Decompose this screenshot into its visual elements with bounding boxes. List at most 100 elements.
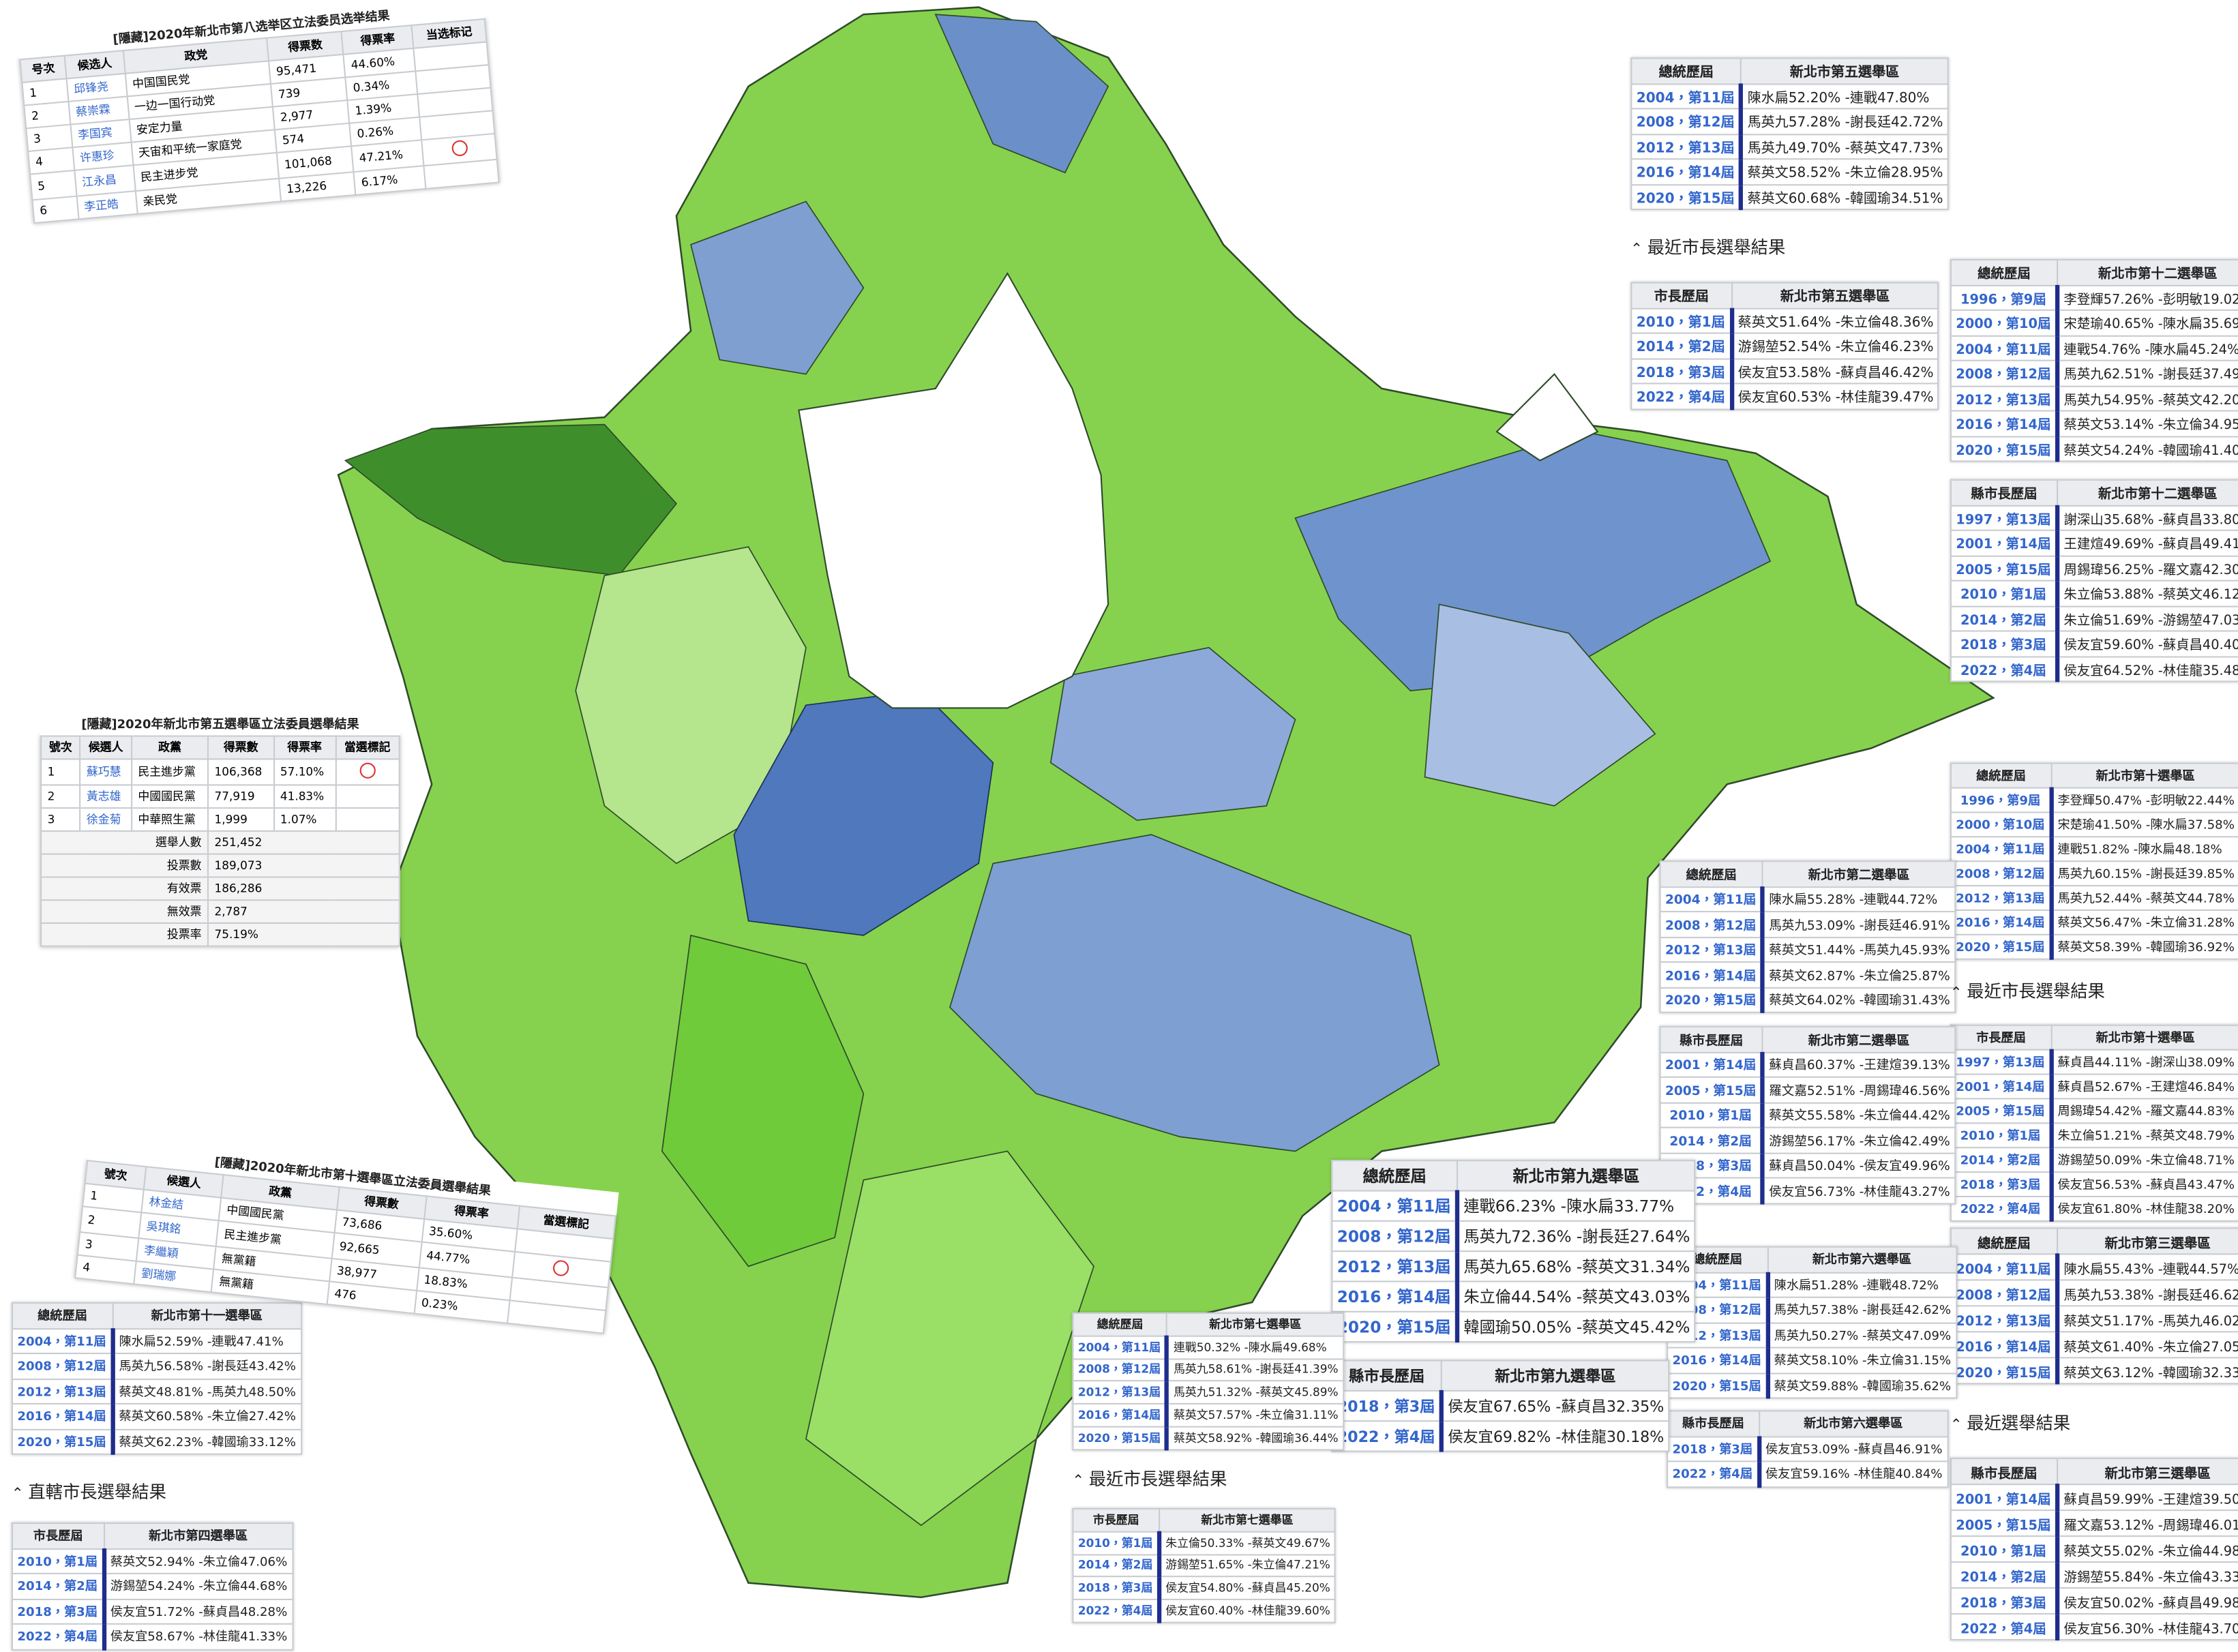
table-row: 2018，第3屆 侯友宜53.09% -蘇貞昌46.91% [1667, 1435, 1948, 1462]
header-cell: 新北市第九選舉區 [1440, 1360, 1670, 1392]
term-cell: 2008，第12屆 [1950, 1279, 2060, 1307]
result-cell: 侯友宜56.73% -林佳龍43.27% [1761, 1177, 1956, 1204]
term-cell: 2016，第14屆 [11, 1402, 115, 1430]
result-table: 縣市長歷屆 新北市第十二選舉區 1997，第13屆 謝深山35.68% -蘇貞昌33.… [1950, 479, 2238, 682]
header-cell: 新北市第三選舉區 [2056, 1458, 2238, 1486]
header-cell: 總統歷屆 [11, 1302, 114, 1330]
table-row: 2004，第11屆 陳水扁55.43% -連戰44.57% [1950, 1253, 2238, 1281]
result-cell: 馬英九60.15% -謝長廷39.85% [2050, 860, 2238, 887]
summary-value: 75.19% [207, 922, 400, 947]
table-row: 2018，第3屆 蘇貞昌50.04% -侯友宜49.96% [1659, 1152, 1956, 1179]
result-cell: 陳水扁52.20% -連戰47.80% [1740, 82, 1949, 110]
result-cell: 羅文嘉52.51% -周錫瑋46.56% [1761, 1076, 1956, 1103]
result-cell: 馬英九72.36% -謝長廷27.64% [1456, 1220, 1696, 1252]
term-cell: 2022，第4屆 [1331, 1420, 1444, 1452]
table-header-row: 市長歷屆 新北市第七選舉區 [1072, 1507, 1337, 1533]
result-cell: 蔡英文62.23% -韓國瑜33.12% [111, 1428, 302, 1455]
result-cell: 游錫堃54.24% -朱立倫44.68% [103, 1572, 293, 1600]
term-cell: 2005，第15屆 [1950, 554, 2060, 582]
candidate-cell: 77,919 [207, 784, 275, 809]
term-cell: 2010，第1屆 [1950, 580, 2060, 607]
table-row: 2008，第12屆 馬英九56.58% -謝長廷43.42% [11, 1352, 302, 1379]
term-cell: 2004，第11屆 [1659, 886, 1765, 913]
result-cell: 蘇貞昌50.04% -侯友宜49.96% [1761, 1152, 1956, 1179]
table-row: 2012，第13屆 馬英九50.27% -蔡英文47.09% [1667, 1321, 1957, 1349]
term-cell: 1996，第9屆 [1950, 787, 2054, 813]
term-cell: 2016，第14屆 [1950, 1331, 2060, 1359]
table-header-row: 總統歷屆 新北市第十選舉區 [1950, 762, 2238, 789]
table-row: 2018，第3屆 侯友宜67.65% -蘇貞昌32.35% [1331, 1390, 1670, 1422]
result-cell: 連戰54.76% -陳水扁45.24% [2056, 334, 2238, 361]
header-cell: 縣市長歷屆 [1659, 1025, 1763, 1053]
candidate-cell: 1 [22, 78, 69, 106]
table-row: 2022，第4屆 侯友宜61.80% -林佳龍38.20% [1950, 1195, 2238, 1222]
result-cell: 侯友宜59.60% -蘇貞昌40.40% [2056, 630, 2238, 657]
result-cell: 蔡英文51.64% -朱立倫48.36% [1731, 307, 1939, 334]
blue-district-mid [1049, 646, 1296, 821]
term-cell: 2012，第13屆 [1630, 133, 1744, 160]
result-cell: 馬英九57.38% -謝長廷42.62% [1767, 1296, 1957, 1323]
term-cell: 2001，第14屆 [1950, 1484, 2060, 1512]
table-row: 2016，第14屆 蔡英文57.57% -朱立倫31.11% [1072, 1403, 1344, 1428]
candidate-cell: 2 [40, 784, 81, 809]
term-cell: 2022，第4屆 [1950, 1195, 2054, 1222]
result-cell: 侯友宜59.16% -林佳龍40.84% [1758, 1460, 1948, 1488]
result-cell: 宋楚瑜40.65% -陳水扁35.69% [2056, 309, 2238, 336]
result-cell: 馬英九56.58% -謝長廷43.42% [111, 1352, 302, 1379]
table-header-row: 總統歷屆 新北市第十二選舉區 [1950, 258, 2238, 286]
result-cell: 蔡英文62.87% -朱立倫25.87% [1761, 961, 1956, 988]
result-cell: 蘇貞昌52.67% -王建煊46.84% [2050, 1073, 2238, 1100]
term-cell: 2020，第15屆 [11, 1428, 115, 1455]
summary-value: 251,452 [207, 830, 400, 855]
term-cell: 2004，第11屆 [1950, 334, 2060, 361]
result-cell: 侯友宜56.30% -林佳龍43.70% [2056, 1612, 2238, 1641]
term-cell: 2004，第11屆 [1630, 82, 1744, 110]
result-table: 總統歷屆 新北市第十選舉區 1996，第9屆 李登輝50.47% -彭明敏22.44%… [1950, 762, 2238, 960]
table-row: 2010，第1屆 蔡英文55.58% -朱立倫44.42% [1659, 1101, 1956, 1128]
header-cell: 總統歷屆 [1950, 1227, 2058, 1255]
term-cell: 2020，第15屆 [1630, 183, 1744, 211]
header-cell: 新北市第六選舉區 [1758, 1410, 1948, 1437]
table-row: 1996，第9屆 李登輝57.26% -彭明敏19.02% [1950, 284, 2238, 311]
table-header-row: 縣市長歷屆 新北市第六選舉區 [1667, 1410, 1948, 1437]
summary-row: 有效票 186,286 [40, 876, 400, 901]
summary-row: 投票率 75.19% [40, 922, 400, 947]
result-cell: 馬英九65.68% -蔡英文31.34% [1456, 1250, 1696, 1282]
term-cell: 2014，第2屆 [11, 1572, 106, 1600]
table-row: 2018，第3屆 侯友宜51.72% -蘇貞昌48.28% [11, 1597, 293, 1625]
table-header-row: 市長歷屆 新北市第四選舉區 [11, 1522, 293, 1550]
term-cell: 2008，第12屆 [1331, 1220, 1460, 1252]
result-cell: 蔡英文58.10% -朱立倫31.15% [1767, 1347, 1957, 1374]
result-cell: 蔡英文57.57% -朱立倫31.11% [1166, 1403, 1344, 1428]
column-header: 政黨 [130, 735, 209, 760]
term-cell: 2008，第12屆 [11, 1352, 115, 1379]
table-row: 2018，第3屆 侯友宜59.60% -蘇貞昌40.40% [1950, 630, 2238, 657]
header-cell: 新北市第十一選舉區 [111, 1302, 302, 1330]
result-cell: 馬英九57.28% -謝長廷42.72% [1740, 108, 1949, 135]
table-row: 2005，第15屆 羅文嘉53.12% -周錫瑋46.01% [1950, 1510, 2238, 1537]
term-cell: 2014，第2屆 [1630, 332, 1734, 359]
keelung-city [1495, 373, 1599, 462]
term-cell: 2005，第15屆 [1950, 1510, 2060, 1537]
header-cell: 新北市第五選舉區 [1731, 282, 1939, 309]
term-cell: 2022，第4屆 [1950, 655, 2060, 682]
result-cell: 游錫堃51.65% -朱立倫47.21% [1158, 1553, 1337, 1578]
result-cell: 蔡英文58.52% -朱立倫28.95% [1740, 158, 1949, 185]
table-row: 2016，第14屆 蔡英文62.87% -朱立倫25.87% [1659, 961, 1956, 988]
result-cell: 侯友宜60.40% -林佳龍39.60% [1158, 1599, 1337, 1623]
result-cell: 馬英九49.70% -蔡英文47.73% [1740, 133, 1949, 160]
result-table: 總統歷屆 新北市第二選舉區 2004，第11屆 陳水扁55.28% -連戰44.72%… [1659, 860, 1956, 1013]
table-row: 2014，第2屆 游錫堃54.24% -朱立倫44.68% [11, 1572, 293, 1600]
result-cell: 蔡英文59.88% -韓國瑜35.62% [1767, 1372, 1957, 1399]
table-row: 1997，第13屆 蘇貞昌44.11% -謝深山38.09% [1950, 1049, 2238, 1075]
result-table: 市長歷屆 新北市第四選舉區 2010，第1屆 蔡英文52.94% -朱立倫47.06%… [11, 1522, 293, 1650]
header-cell: 市長歷屆 [1072, 1507, 1160, 1533]
result-cell: 宋楚瑜41.50% -陳水扁37.58% [2050, 811, 2238, 838]
term-cell: 2010，第1屆 [11, 1547, 106, 1574]
summary-label: 有效票 [40, 876, 209, 901]
table-row: 2020，第15屆 蔡英文62.23% -韓國瑜33.12% [11, 1428, 302, 1455]
table-row: 2014，第2屆 游錫堃52.54% -朱立倫46.23% [1630, 332, 1939, 359]
result-cell: 馬英九51.32% -蔡英文45.89% [1166, 1380, 1344, 1405]
result-cell: 陳水扁52.59% -連戰47.41% [111, 1327, 302, 1355]
